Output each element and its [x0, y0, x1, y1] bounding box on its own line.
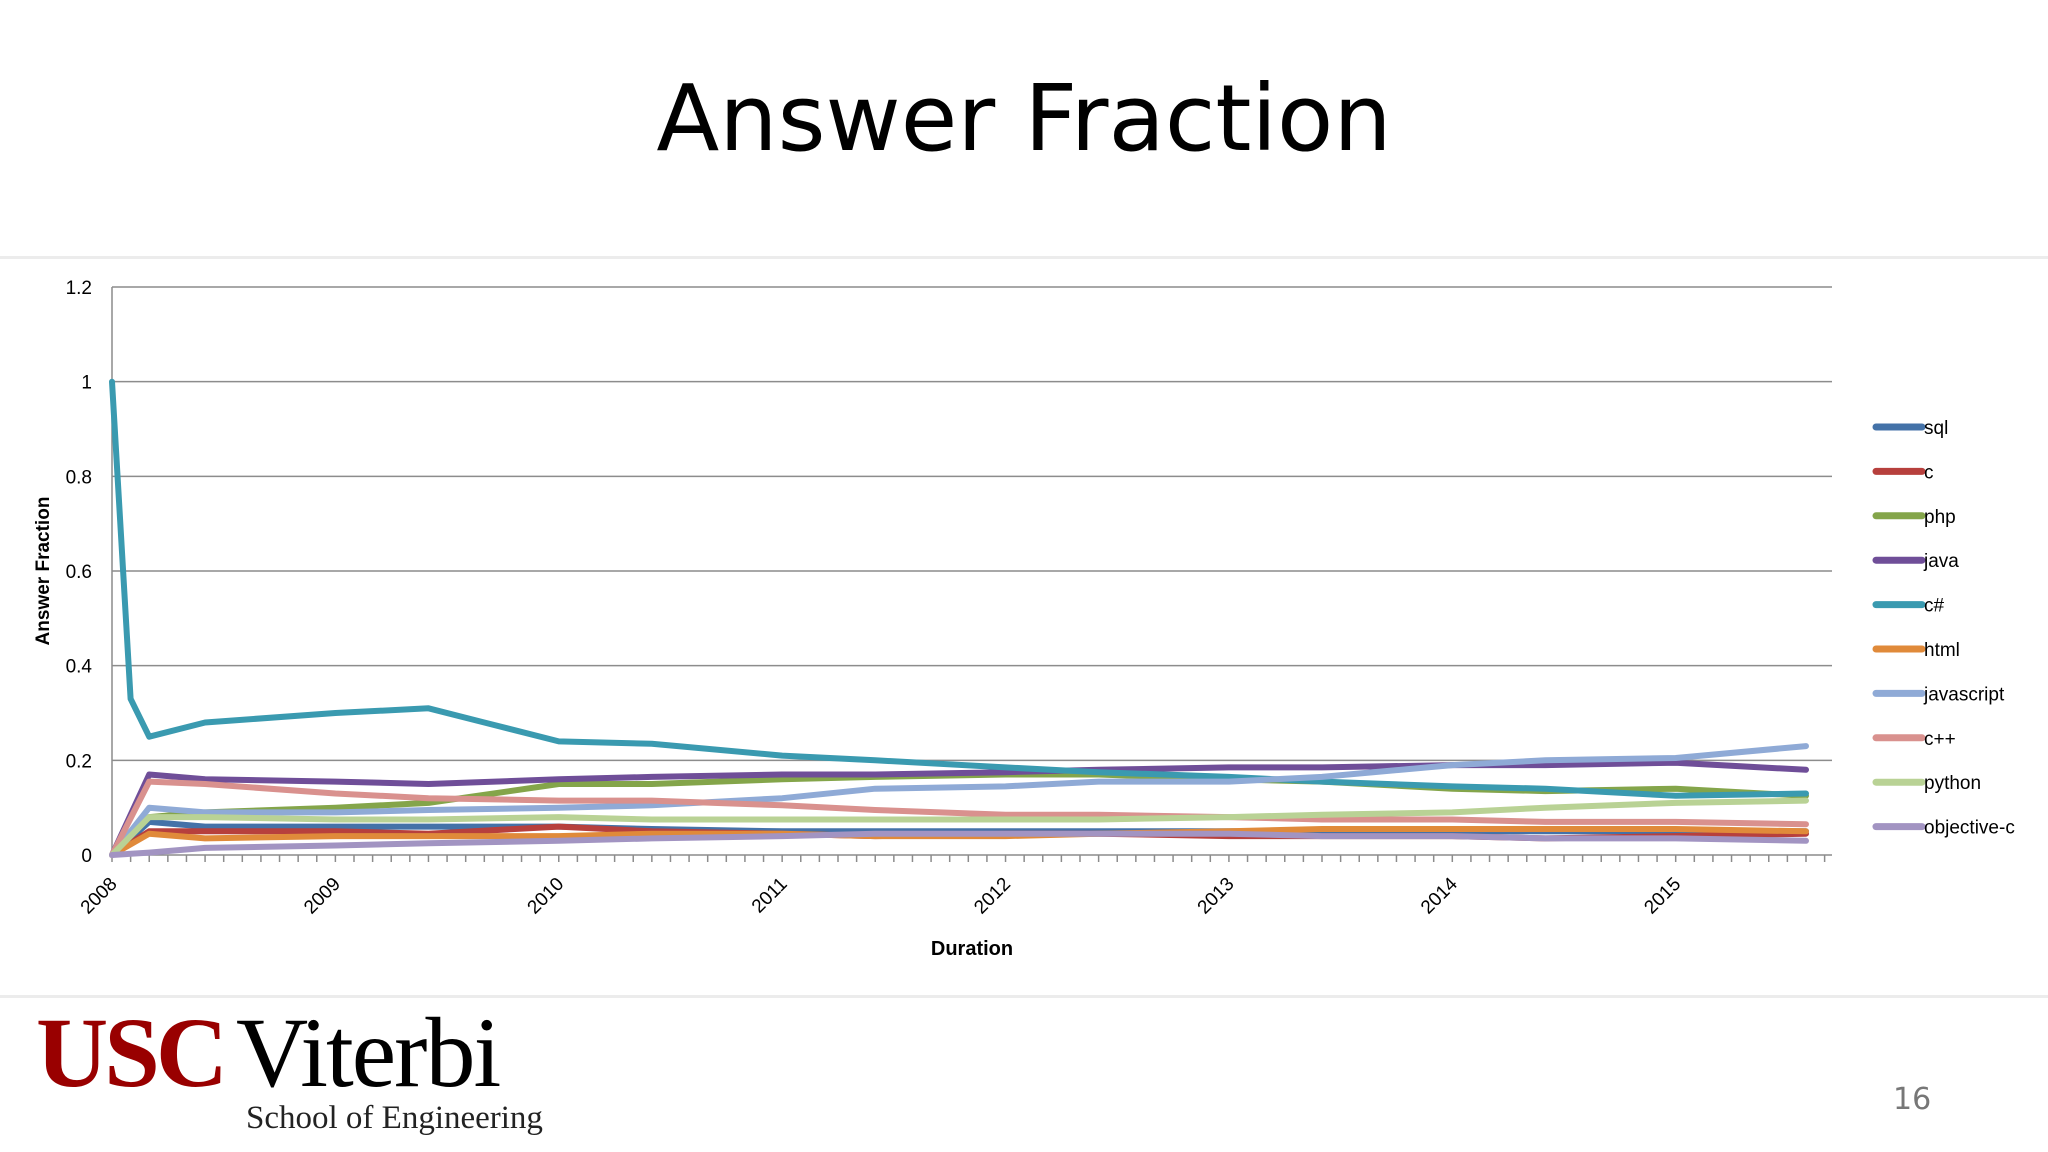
- legend-label: html: [1924, 640, 1960, 661]
- y-tick-label: 0.8: [66, 467, 92, 488]
- legend-item: objective-c: [1872, 818, 2015, 839]
- y-tick-label: 0.4: [66, 657, 93, 678]
- series-line-javascript: [109, 743, 1809, 858]
- page-number: 16: [1893, 1082, 1932, 1117]
- x-tick-label: 2008: [77, 874, 122, 919]
- legend-item: php: [1872, 507, 1956, 528]
- legend-label: java: [1923, 551, 1959, 572]
- y-tick-label: 1.2: [66, 278, 92, 299]
- slide-title: Answer Fraction: [656, 65, 1392, 172]
- legend-item: html: [1872, 640, 1960, 661]
- legend-item: javascript: [1872, 684, 2005, 705]
- legend-label: c: [1924, 462, 1934, 483]
- legend-label: objective-c: [1924, 818, 2015, 839]
- gridlines: [112, 286, 1832, 762]
- series-line-c-: [109, 378, 1809, 799]
- legend-label: c#: [1924, 596, 1945, 617]
- logo-viterbi-text: Viterbi: [236, 997, 501, 1108]
- legend-label: php: [1924, 507, 1956, 528]
- y-axis-label: Answer Fraction: [33, 497, 54, 646]
- legend-label: c++: [1924, 729, 1956, 750]
- legend-label: sql: [1924, 418, 1948, 439]
- legend: sql c php java c# html javascript c++ python obje…: [1872, 418, 2015, 839]
- logo-school-text: School of Engineering: [246, 1100, 543, 1136]
- logo-usc-text: USC: [36, 997, 228, 1108]
- y-tick-label: 0: [81, 846, 92, 867]
- legend-item: python: [1872, 773, 1981, 794]
- x-tick-label: 2011: [748, 874, 792, 918]
- chart-frame: 0 0.2 0.4 0.6 0.8 1 1.2 2008 2009 2010 2011 2012 201…: [0, 256, 2048, 998]
- y-tick-label: 0.2: [66, 751, 92, 772]
- legend-item: sql: [1872, 418, 1948, 439]
- series-line-python: [109, 797, 1809, 858]
- x-tick-label: 2012: [970, 874, 1015, 919]
- answer-fraction-chart: 0 0.2 0.4 0.6 0.8 1 1.2 2008 2009 2010 2011 2012 201…: [33, 278, 2015, 960]
- y-tick-label: 0.6: [66, 562, 92, 583]
- x-tick-label: 2013: [1194, 874, 1239, 919]
- legend-item: java: [1872, 551, 1959, 572]
- x-tick-label: 2010: [524, 874, 569, 919]
- y-tick-label: 1: [81, 373, 92, 394]
- legend-item: c++: [1872, 729, 1956, 750]
- usc-viterbi-logo: USC Viterbi School of Engineering: [36, 1003, 596, 1143]
- x-axis-label: Duration: [931, 938, 1013, 960]
- x-tick-label: 2009: [300, 874, 345, 919]
- legend-item: c: [1872, 462, 1934, 483]
- x-tick-label: 2014: [1417, 873, 1462, 918]
- legend-label: python: [1924, 773, 1981, 794]
- legend-item: c#: [1872, 596, 1945, 617]
- series-line-c-: [109, 778, 1809, 858]
- legend-label: javascript: [1923, 684, 2005, 705]
- x-tick-label: 2015: [1640, 874, 1685, 919]
- series-lines: [109, 378, 1809, 858]
- series-line-objective-c: [109, 830, 1809, 858]
